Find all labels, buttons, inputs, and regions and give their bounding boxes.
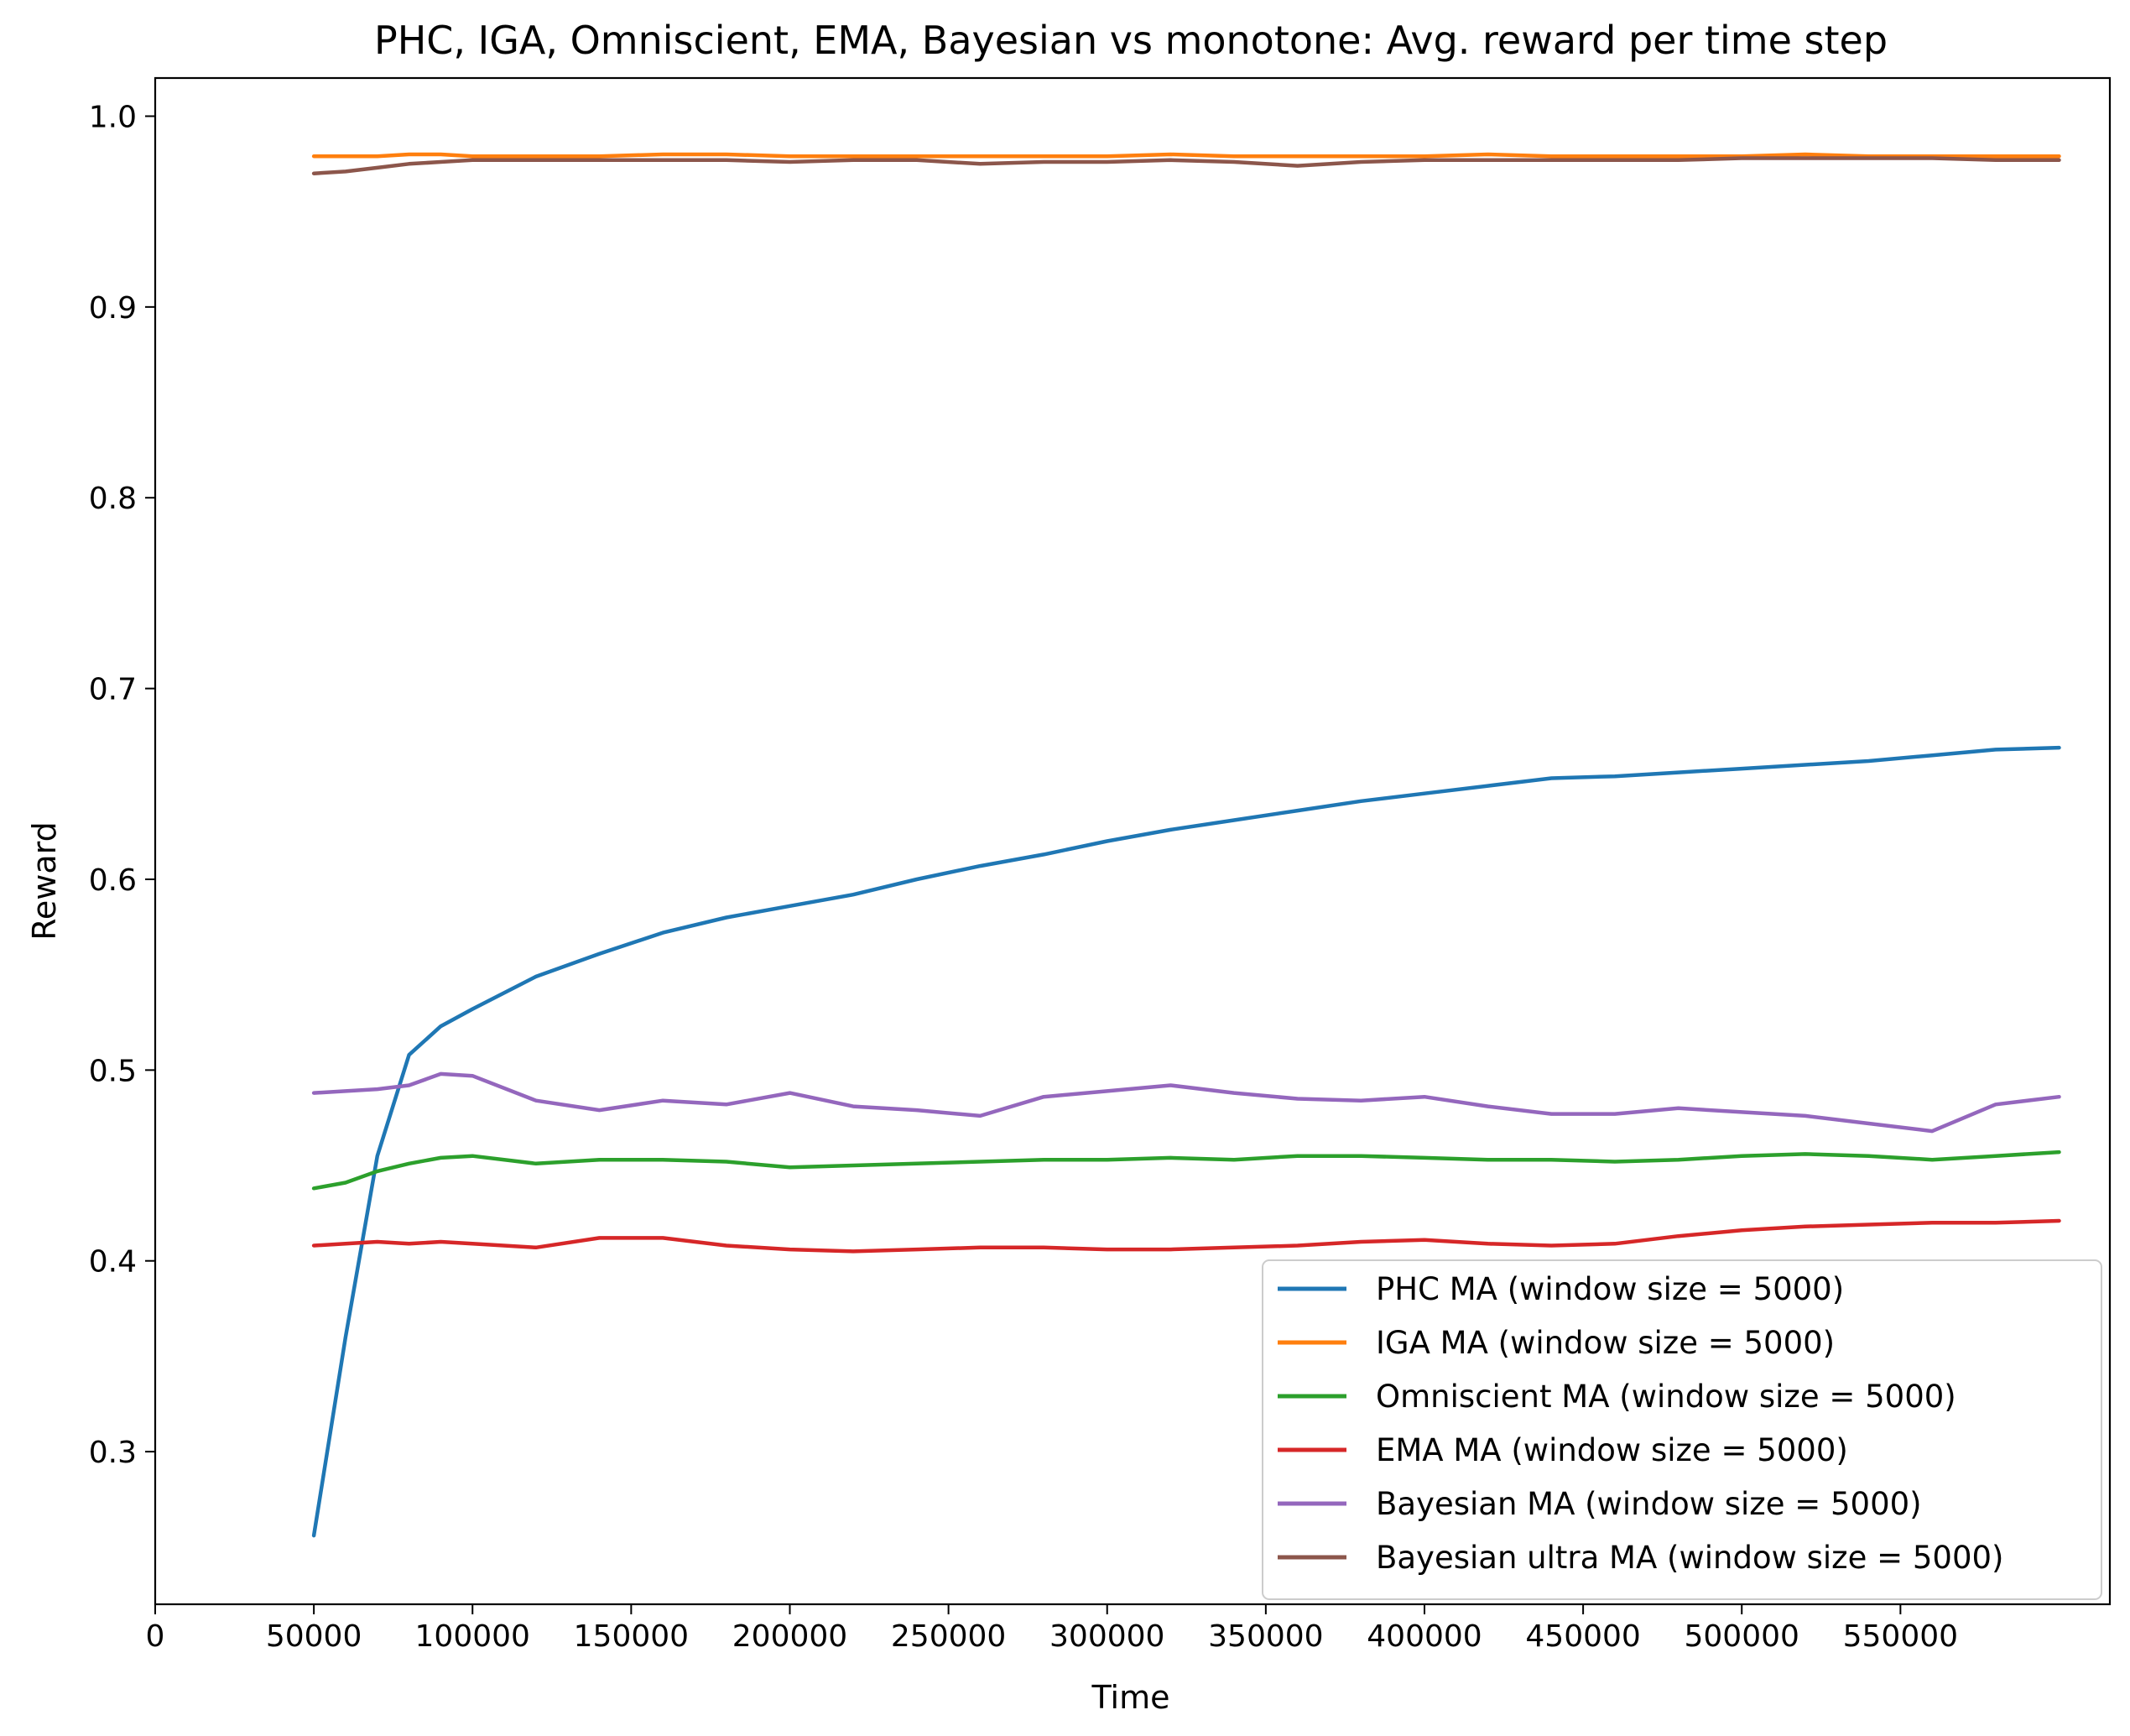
x-tick-label: 300000 <box>1049 1619 1164 1654</box>
legend-label-5: Bayesian ultra MA (window size = 5000) <box>1376 1540 2003 1576</box>
x-tick-label: 0 <box>146 1619 165 1654</box>
x-axis: 0 50000 100000 150000 200000 250000 300000 3500… <box>146 1604 1958 1654</box>
plot-frame <box>154 76 2112 1606</box>
x-tick-label: 250000 <box>891 1619 1006 1654</box>
legend-label-0: PHC MA (window size = 5000) <box>1376 1271 1844 1307</box>
x-tick-label: 500000 <box>1685 1619 1799 1654</box>
x-tick-label: 400000 <box>1367 1619 1482 1654</box>
x-tick-label: 350000 <box>1208 1619 1323 1654</box>
y-tick-label: 0.3 <box>89 1436 137 1470</box>
series-line-4 <box>311 1071 2061 1134</box>
y-axis: 0.3 0.4 0.5 0.6 0.7 0.8 0.9 1.0 <box>89 100 155 1470</box>
series-line-3 <box>311 1218 2061 1254</box>
plot-area <box>311 152 2061 1538</box>
legend-label-4: Bayesian MA (window size = 5000) <box>1376 1486 1922 1522</box>
y-tick-label: 0.9 <box>89 291 137 326</box>
y-tick-label: 0.8 <box>89 482 137 516</box>
x-axis-label: Time <box>1091 1679 1170 1716</box>
x-tick-label: 200000 <box>732 1619 847 1654</box>
x-tick-label: 100000 <box>415 1619 530 1654</box>
x-tick-label: 50000 <box>266 1619 362 1654</box>
y-axis-label: Reward <box>26 821 63 941</box>
series-line-0 <box>311 745 2061 1538</box>
legend-label-2: Omniscient MA (window size = 5000) <box>1376 1379 1956 1415</box>
y-tick-label: 0.6 <box>89 863 137 898</box>
x-tick-label: 550000 <box>1843 1619 1958 1654</box>
legend-label-1: IGA MA (window size = 5000) <box>1376 1325 1835 1361</box>
series-line-5 <box>311 156 2061 175</box>
chart-title: PHC, IGA, Omniscient, EMA, Bayesian vs m… <box>374 18 1888 63</box>
series-line-1 <box>311 152 2061 159</box>
y-tick-label: 0.7 <box>89 673 137 707</box>
legend-label-3: EMA MA (window size = 5000) <box>1376 1432 1848 1468</box>
legend: PHC MA (window size = 5000) IGA MA (windo… <box>1262 1259 2102 1600</box>
y-tick-label: 1.0 <box>89 100 137 134</box>
x-tick-label: 150000 <box>574 1619 689 1654</box>
legend-box <box>1262 1259 2102 1600</box>
y-tick-label: 0.4 <box>89 1245 137 1280</box>
x-tick-label: 450000 <box>1525 1619 1640 1654</box>
y-tick-label: 0.5 <box>89 1054 137 1088</box>
series-line-2 <box>311 1150 2061 1191</box>
